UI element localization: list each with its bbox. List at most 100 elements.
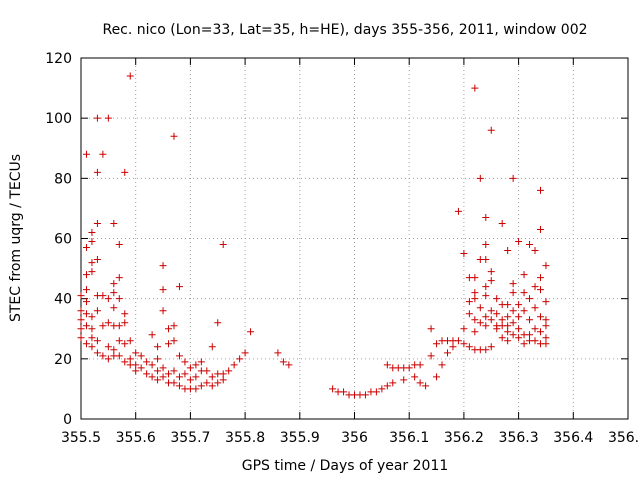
data-point — [493, 310, 501, 318]
y-tick-label: 100 — [45, 111, 72, 127]
data-point — [405, 364, 413, 372]
data-point — [99, 322, 107, 330]
data-point — [487, 126, 495, 134]
data-point — [542, 298, 550, 306]
data-point — [77, 292, 85, 300]
data-point — [482, 241, 490, 249]
data-point — [241, 349, 249, 357]
data-point — [509, 289, 517, 297]
data-point — [82, 310, 90, 318]
data-point — [104, 295, 112, 303]
data-point — [110, 219, 118, 227]
data-point — [115, 352, 123, 360]
data-point — [416, 379, 424, 387]
data-point — [99, 352, 107, 360]
x-tick-label: 355.7 — [170, 430, 210, 446]
data-point — [203, 367, 211, 375]
data-point — [526, 316, 534, 324]
data-point — [137, 364, 145, 372]
y-tick-label: 120 — [45, 51, 72, 67]
data-point — [230, 361, 238, 369]
data-point — [192, 373, 200, 381]
data-point — [208, 382, 216, 390]
data-point — [115, 241, 123, 249]
data-point — [82, 322, 90, 330]
data-point — [471, 84, 479, 92]
data-point — [82, 340, 90, 348]
y-tick-label: 80 — [54, 171, 72, 187]
data-point — [88, 228, 96, 236]
data-point — [509, 307, 517, 315]
data-point — [132, 367, 140, 375]
data-point — [126, 355, 134, 363]
data-point — [416, 361, 424, 369]
data-point — [504, 313, 512, 321]
data-point — [460, 250, 468, 258]
data-point — [487, 307, 495, 315]
data-point — [526, 241, 534, 249]
data-point — [400, 376, 408, 384]
data-point — [482, 322, 490, 330]
data-point — [170, 322, 178, 330]
data-point — [471, 328, 479, 336]
data-point — [170, 337, 178, 345]
data-point — [175, 352, 183, 360]
data-point — [132, 361, 140, 369]
data-point — [504, 301, 512, 309]
data-point — [165, 340, 173, 348]
data-point — [504, 247, 512, 255]
data-point — [422, 382, 430, 390]
data-point — [225, 367, 233, 375]
data-point — [88, 325, 96, 333]
data-point — [104, 114, 112, 122]
data-point — [433, 340, 441, 348]
data-point — [110, 346, 118, 354]
data-point — [504, 328, 512, 336]
data-point — [175, 283, 183, 291]
data-point — [175, 373, 183, 381]
data-point — [247, 328, 255, 336]
data-point — [154, 367, 162, 375]
data-point — [378, 385, 386, 393]
data-point — [132, 349, 140, 357]
data-point — [427, 325, 435, 333]
data-point — [515, 238, 523, 246]
data-point — [329, 385, 337, 393]
y-tick-label: 60 — [54, 232, 72, 248]
data-point — [526, 331, 534, 339]
data-point — [137, 352, 145, 360]
data-point — [542, 316, 550, 324]
data-point — [82, 150, 90, 158]
data-point — [487, 343, 495, 351]
data-point — [219, 241, 227, 249]
data-point — [520, 307, 528, 315]
data-point — [121, 358, 129, 366]
data-point — [126, 337, 134, 345]
data-point — [236, 355, 244, 363]
data-point — [515, 325, 523, 333]
grid-lines — [81, 58, 628, 419]
data-point — [104, 355, 112, 363]
data-point — [340, 388, 348, 396]
data-point — [143, 370, 151, 378]
data-point — [504, 337, 512, 345]
data-point — [465, 343, 473, 351]
data-point — [498, 316, 506, 324]
data-point — [192, 385, 200, 393]
data-point — [154, 343, 162, 351]
data-point — [509, 280, 517, 288]
data-point — [542, 322, 550, 330]
data-point — [88, 334, 96, 342]
data-point — [159, 286, 167, 294]
data-point — [82, 286, 90, 294]
data-point — [465, 298, 473, 306]
data-point — [219, 376, 227, 384]
data-point — [104, 319, 112, 327]
data-point — [504, 322, 512, 330]
data-point — [148, 373, 156, 381]
data-point — [82, 298, 90, 306]
data-point — [197, 382, 205, 390]
data-point — [99, 150, 107, 158]
y-tick-label: 20 — [54, 352, 72, 368]
x-tick-label: 356.5 — [608, 430, 640, 446]
